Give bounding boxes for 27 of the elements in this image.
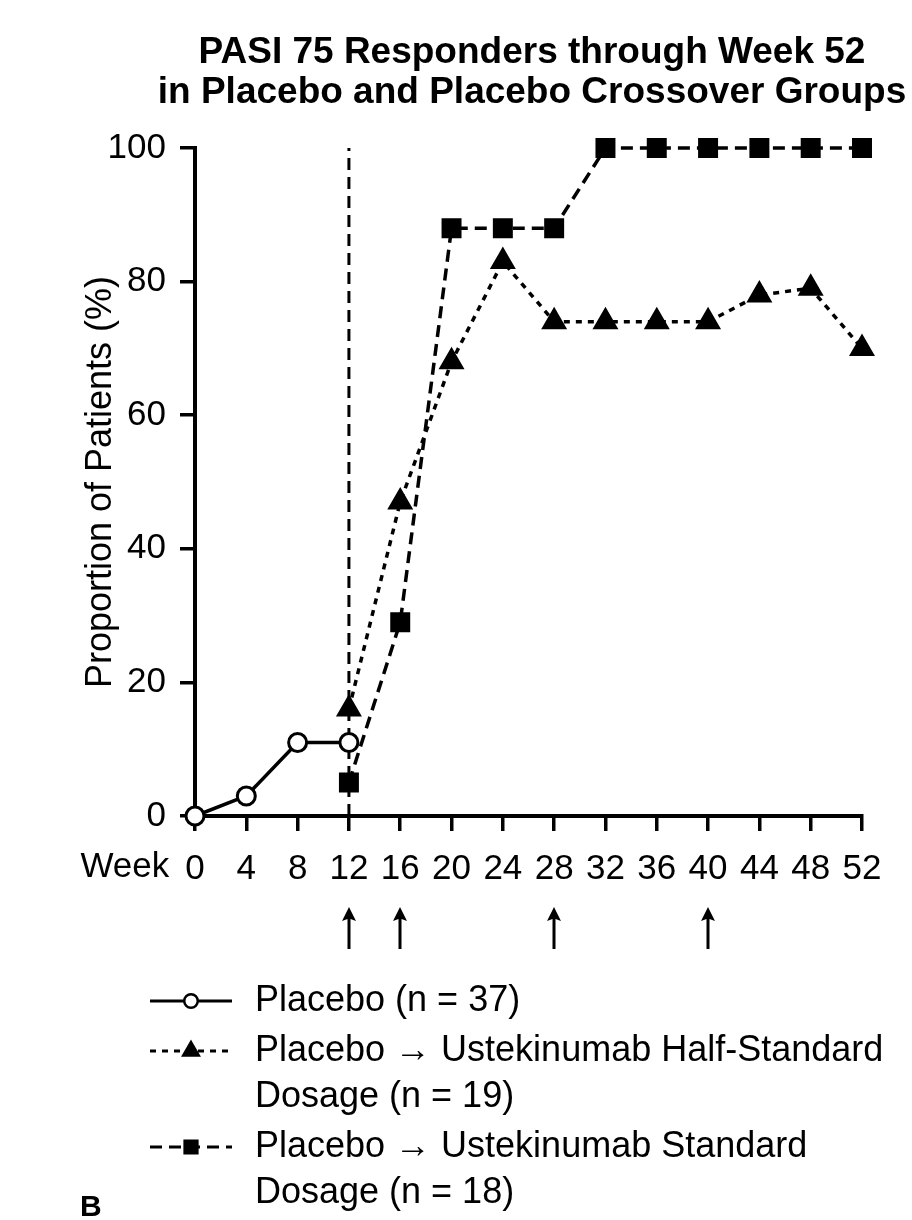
x-tick-label: 44: [739, 846, 779, 886]
x-tick-label: 16: [380, 846, 420, 886]
x-tick-label: 4: [236, 846, 257, 886]
x-tick-label: 24: [483, 846, 523, 886]
x-tick-label: 28: [534, 846, 574, 886]
x-tick-label: 36: [637, 846, 677, 886]
y-tick-label: 20: [127, 660, 166, 700]
x-axis-title: Week: [80, 845, 170, 885]
text: B: [80, 1189, 102, 1220]
x-tick-label: 40: [688, 846, 728, 886]
x-tick-label: 48: [791, 846, 831, 886]
y-axis-title: Proportion of Patients (%): [77, 275, 119, 689]
x-tick-label: 20: [432, 846, 472, 886]
chart-title: PASI 75 Responders through Week 52 in Placebo and Placebo Crossover Groups: [157, 30, 907, 111]
x-tick-label: 8: [287, 846, 308, 886]
legend-label: Placebo → Ustekinumab Half-Standard Dosage (n = 19): [255, 1027, 884, 1115]
legend-label: Placebo (n = 37): [255, 977, 521, 1019]
y-tick-label: 80: [127, 259, 166, 299]
x-tick-label: 52: [842, 846, 882, 886]
x-tick-label: 32: [585, 846, 625, 886]
y-tick-label: 100: [107, 125, 166, 165]
y-tick-label: 0: [146, 793, 166, 833]
legend-label: Placebo → Ustekinumab Standard Dosage (n = 18): [255, 1123, 808, 1211]
x-tick-label: 12: [329, 846, 369, 886]
y-tick-label: 40: [127, 526, 166, 566]
x-tick-label: 0: [185, 846, 205, 886]
y-tick-label: 60: [127, 392, 166, 432]
